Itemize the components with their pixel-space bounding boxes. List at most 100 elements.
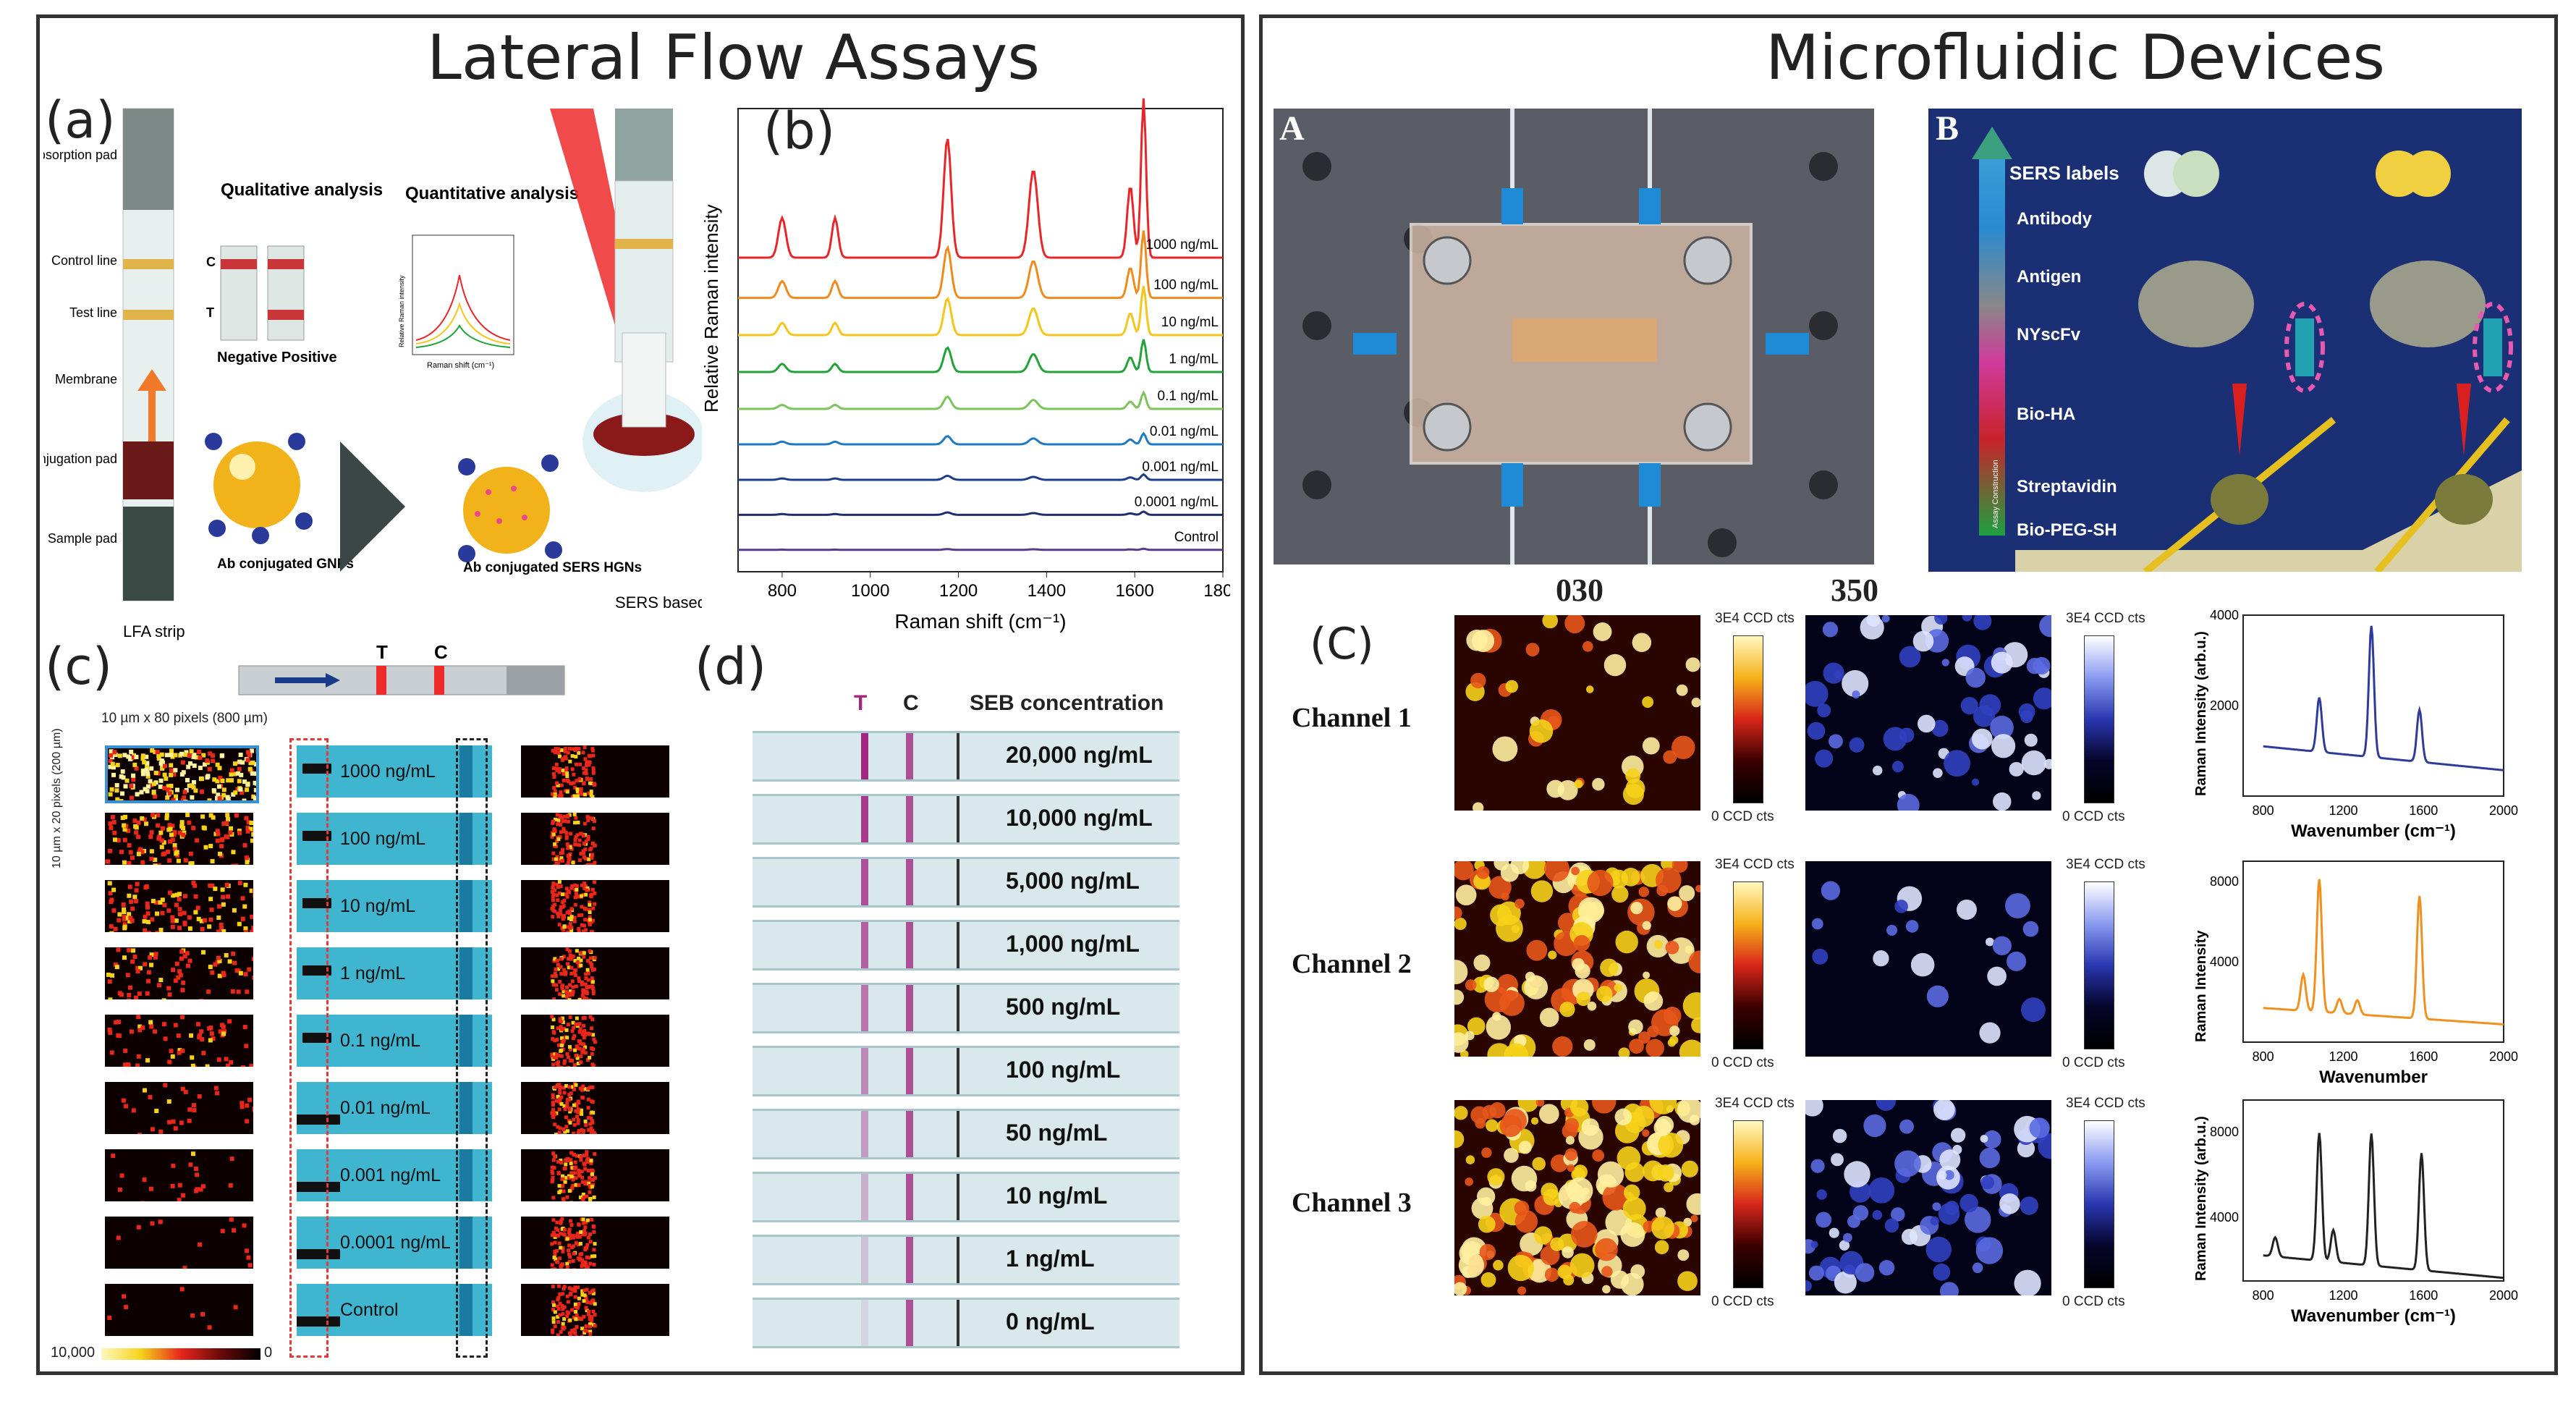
heatmap-pixel bbox=[550, 1052, 554, 1057]
seb-test-strip: 10 ng/mL bbox=[753, 1172, 1179, 1222]
map-spot bbox=[1587, 1001, 1597, 1011]
map-spot bbox=[2020, 710, 2033, 724]
heatmap-pixel bbox=[248, 761, 253, 766]
map-spot bbox=[1973, 615, 1992, 630]
heatmap-pixel bbox=[140, 816, 145, 821]
heatmap-pixel bbox=[551, 904, 556, 908]
heatmap-pixel bbox=[553, 1240, 557, 1245]
heatmap-pixel bbox=[250, 929, 253, 932]
heatmap-pixel bbox=[551, 895, 555, 899]
heatmap-pixel bbox=[551, 1328, 555, 1332]
map-spot bbox=[1596, 986, 1613, 1002]
heatmap-pixel bbox=[552, 1055, 556, 1060]
heatmap-pixel bbox=[149, 849, 154, 854]
heatmap-pixel bbox=[121, 1098, 126, 1103]
heatmap-pixel bbox=[585, 1243, 590, 1247]
heatmap-pixel bbox=[213, 887, 218, 892]
heatmap-pixel bbox=[240, 790, 245, 795]
map-spot bbox=[1815, 749, 1834, 768]
heatmap-pixel bbox=[144, 754, 149, 759]
heatmap-pixel bbox=[586, 1106, 590, 1110]
map-spot bbox=[1810, 1159, 1825, 1173]
heatmap-pixel bbox=[588, 1183, 592, 1188]
heatmap-pixel bbox=[165, 795, 170, 800]
map-spot bbox=[1564, 615, 1585, 634]
heatmap-pixel bbox=[575, 894, 580, 898]
heatmap-pixel bbox=[551, 832, 556, 837]
lfa-strip-row: 100 ng/mL bbox=[297, 813, 492, 865]
heatmap-pixel bbox=[593, 891, 597, 895]
heatmap-pixel bbox=[553, 971, 557, 976]
heatmap-pixel bbox=[137, 1024, 143, 1029]
heatmap-pixel bbox=[250, 760, 255, 765]
heatmap-pixel bbox=[570, 1172, 575, 1176]
map-spot bbox=[1842, 669, 1869, 697]
heatmap-pixel bbox=[581, 849, 585, 853]
concentration-heatmap bbox=[105, 745, 259, 803]
heatmap-pixel bbox=[561, 1249, 565, 1253]
heatmap-pixel bbox=[178, 973, 183, 978]
heatmap-pixel bbox=[588, 1015, 593, 1019]
heatmap-pixel bbox=[221, 787, 226, 792]
series-label: 0.1 ng/mL bbox=[1158, 389, 1219, 404]
heatmap-pixel bbox=[127, 884, 132, 889]
heatmap-pixel bbox=[582, 1162, 586, 1166]
heatmap-pixel bbox=[126, 1062, 131, 1067]
heatmap-pixel bbox=[145, 789, 150, 794]
heatmap-pixel bbox=[585, 1031, 589, 1036]
heatmap-pixel bbox=[587, 1256, 591, 1260]
heatmap-pixel bbox=[208, 751, 213, 756]
assay-label: Bio-PEG-SH bbox=[2017, 520, 2117, 540]
heatmap-pixel bbox=[567, 1174, 571, 1178]
heatmap-pixel bbox=[574, 1083, 578, 1087]
panel-A-label: A bbox=[1279, 109, 1305, 148]
seb-control-line bbox=[906, 1237, 913, 1283]
heatmap-pixel bbox=[117, 912, 122, 917]
x-tick-label: 800 bbox=[2253, 1288, 2274, 1303]
map-spot bbox=[1805, 680, 1829, 707]
series-label: 1000 ng/mL bbox=[1146, 237, 1219, 253]
heatmap-pixel bbox=[202, 918, 207, 923]
heatmap-pixel bbox=[589, 1315, 593, 1319]
heatmap-pixel bbox=[125, 915, 130, 921]
heatmap-pixel bbox=[571, 985, 575, 989]
heatmap-pixel bbox=[219, 837, 224, 842]
heatmap-pixel bbox=[245, 1119, 250, 1124]
map-spot bbox=[1944, 1170, 1954, 1180]
heatmap-pixel bbox=[109, 787, 114, 792]
heatmap-pixel bbox=[587, 857, 591, 861]
heatmap-pixel bbox=[116, 947, 121, 952]
heatmap-pixel bbox=[562, 1059, 567, 1063]
heatmap-pixel bbox=[131, 948, 136, 953]
map-spot bbox=[1603, 654, 1627, 677]
heatmap-pixel bbox=[575, 1325, 579, 1329]
heatmap-pixel bbox=[572, 1251, 576, 1256]
heatmap-pixel bbox=[122, 753, 127, 758]
map-spot bbox=[1505, 680, 1519, 693]
heatmap-pixel bbox=[134, 830, 139, 835]
heatmap-pixel bbox=[567, 1230, 571, 1234]
heatmap-pixel bbox=[589, 1161, 593, 1165]
panel-c-strip-diagram: T C bbox=[238, 641, 565, 695]
map-spot bbox=[1883, 727, 1907, 751]
heatmap-pixel bbox=[208, 1025, 213, 1031]
heatmap-pixel bbox=[585, 1150, 589, 1154]
heatmap-pixel bbox=[109, 924, 114, 929]
seb-test-strip: 1 ng/mL bbox=[753, 1235, 1179, 1285]
heatmap-pixel bbox=[142, 919, 147, 924]
map-spot bbox=[1454, 1106, 1468, 1120]
heatmap-pixel bbox=[571, 989, 575, 994]
map-spot bbox=[1585, 685, 1594, 693]
heatmap-pixel bbox=[588, 949, 592, 953]
heatmap-pixel bbox=[211, 788, 216, 793]
heatmap-pixel bbox=[568, 991, 572, 996]
heatmap-pixel bbox=[553, 909, 557, 913]
heatmap-pixel bbox=[559, 1246, 563, 1250]
heatmap-pixel bbox=[567, 957, 571, 961]
map-spot bbox=[1979, 1147, 2001, 1169]
heatmap-pixel bbox=[580, 1180, 585, 1184]
heatmap-pixel bbox=[169, 784, 174, 789]
plot-area bbox=[2242, 860, 2504, 1043]
heatmap-pixel bbox=[250, 838, 253, 843]
heatmap-pixel bbox=[251, 1066, 253, 1067]
